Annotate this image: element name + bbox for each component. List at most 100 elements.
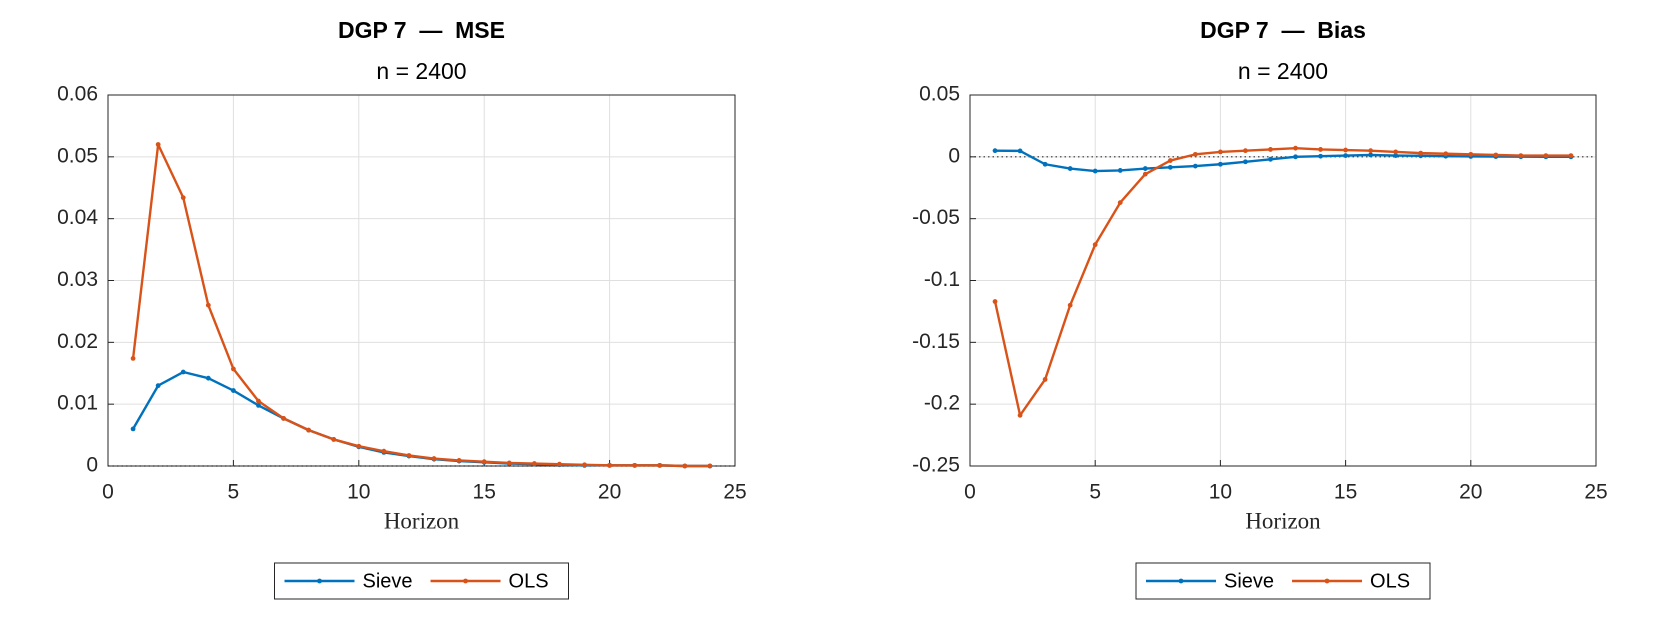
- data-point: [1243, 159, 1248, 165]
- axes-box: [969, 94, 1597, 467]
- x-tick-label: 10: [347, 481, 370, 504]
- data-point: [155, 383, 161, 389]
- chart-subtitle: n = 2400: [376, 58, 466, 84]
- data-point: [1543, 153, 1549, 158]
- x-tick-label: 5: [1089, 481, 1101, 504]
- series-line: [995, 149, 1571, 173]
- legend-label: OLS: [1370, 570, 1410, 592]
- data-point: [1243, 148, 1248, 154]
- axes-box: [107, 94, 736, 467]
- data-point: [1017, 148, 1023, 154]
- y-tick-label: -0.2: [924, 392, 960, 415]
- x-tick-label: 15: [1334, 481, 1357, 504]
- data-point: [682, 463, 688, 469]
- data-point: [1092, 168, 1098, 174]
- legend-marker: [1178, 578, 1184, 584]
- legend-marker: [1324, 578, 1330, 584]
- data-point: [1218, 161, 1223, 167]
- y-tick-label: 0: [86, 454, 98, 477]
- x-tick-label: 25: [1584, 481, 1607, 504]
- data-point: [557, 461, 562, 467]
- data-point: [1293, 145, 1298, 151]
- y-tick-label: 0: [948, 144, 960, 167]
- data-point: [1393, 153, 1399, 158]
- data-point: [1318, 147, 1323, 152]
- data-point: [256, 398, 261, 404]
- y-tick-label: -0.15: [912, 330, 960, 353]
- y-tick-label: -0.1: [924, 268, 960, 291]
- data-point: [180, 195, 186, 201]
- data-point: [130, 356, 136, 361]
- data-point: [1343, 153, 1348, 158]
- data-point: [481, 459, 487, 465]
- y-tick-label: 0.05: [57, 144, 98, 167]
- data-point: [607, 462, 612, 468]
- data-point: [406, 453, 412, 458]
- data-point: [205, 375, 211, 381]
- data-point: [1418, 150, 1424, 156]
- data-point: [306, 427, 312, 433]
- data-point: [1268, 156, 1273, 162]
- data-point: [1368, 152, 1374, 158]
- data-point: [1493, 152, 1499, 158]
- data-point: [1218, 149, 1223, 155]
- data-point: [331, 437, 337, 442]
- x-tick-label: 20: [598, 481, 621, 504]
- legend-marker: [317, 578, 322, 584]
- data-point: [707, 463, 713, 469]
- x-tick-label: 0: [964, 481, 976, 504]
- data-point: [1568, 153, 1574, 158]
- x-axis-label: Horizon: [1245, 508, 1321, 533]
- y-tick-label: -0.05: [912, 206, 960, 229]
- data-point: [1042, 161, 1048, 167]
- x-tick-label: 25: [723, 481, 746, 504]
- data-point: [632, 462, 638, 468]
- data-point: [1443, 151, 1449, 157]
- data-point: [431, 456, 437, 461]
- data-point: [1368, 148, 1374, 154]
- y-tick-label: 0.06: [57, 83, 98, 106]
- data-point: [1017, 412, 1023, 418]
- data-point: [1042, 377, 1048, 382]
- x-tick-label: 20: [1459, 481, 1482, 504]
- data-point: [281, 415, 286, 421]
- data-point: [1268, 147, 1273, 152]
- x-tick-label: 15: [473, 481, 496, 504]
- data-point: [1468, 151, 1474, 157]
- chart-title: DGP 7 — MSE: [338, 17, 505, 43]
- data-point: [356, 443, 362, 449]
- legend-label: OLS: [509, 570, 549, 592]
- data-point: [1192, 151, 1198, 157]
- panel: DGP 7 — MSE n = 2400 0 5 10 15 20 25 0 0.01 0.02 0.…: [57, 17, 747, 600]
- data-point: [1117, 200, 1123, 205]
- y-tick-label: -0.25: [912, 454, 960, 477]
- series-line: [993, 146, 1571, 417]
- data-point: [1192, 163, 1198, 169]
- data-point: [1393, 149, 1399, 155]
- y-tick-label: 0.01: [57, 392, 98, 415]
- data-point: [1142, 166, 1148, 171]
- data-point: [1167, 164, 1173, 170]
- data-point: [1117, 168, 1123, 173]
- chart-subtitle: n = 2400: [1238, 58, 1328, 84]
- data-point: [256, 403, 261, 408]
- x-tick-label: 10: [1209, 481, 1232, 504]
- chart-title: DGP 7 — Bias: [1200, 17, 1366, 43]
- y-tick-label: 0.03: [57, 268, 98, 291]
- data-point: [657, 462, 663, 468]
- x-tick-label: 0: [102, 481, 114, 504]
- data-point: [506, 460, 512, 466]
- data-point: [582, 462, 587, 468]
- data-point: [1067, 302, 1073, 308]
- data-point: [1167, 158, 1173, 163]
- data-point: [1343, 147, 1348, 153]
- data-point: [180, 369, 186, 375]
- data-point: [992, 148, 998, 154]
- panel: DGP 7 — Bias n = 2400 0 5 10 15 20 25 -0.25 -0.2 -…: [912, 17, 1608, 600]
- legend-label: Sieve: [1224, 570, 1274, 592]
- legend-marker: [463, 578, 468, 584]
- data-point: [456, 458, 462, 463]
- y-tick-label: 0.02: [57, 330, 98, 353]
- data-point: [1142, 171, 1148, 177]
